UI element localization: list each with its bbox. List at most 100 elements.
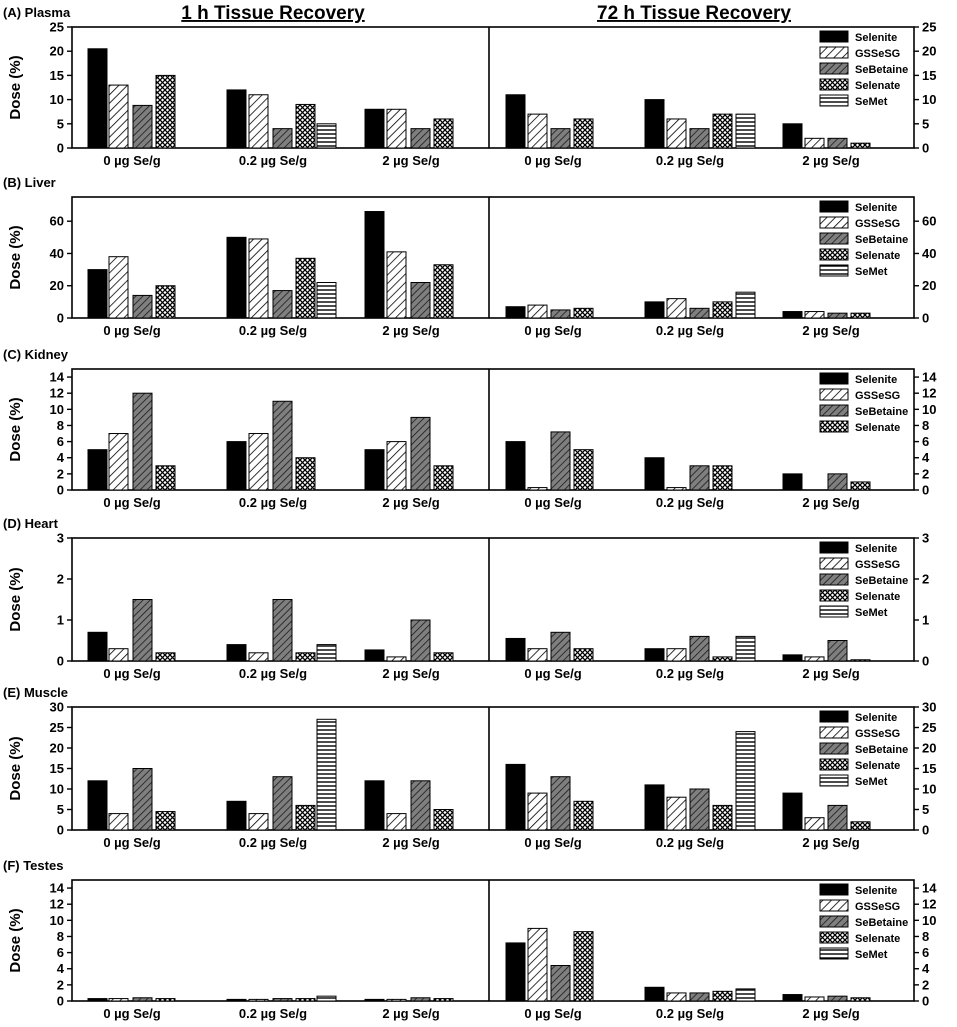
bar-72h-gsseg — [666, 487, 687, 491]
y-tick-label-right: 15 — [922, 68, 936, 83]
bar-1h-gsseg — [108, 433, 129, 491]
legend-label: SeBetaine — [855, 234, 908, 246]
y-tick-label-right: 0 — [922, 311, 929, 326]
y-tick-label-right: 5 — [922, 802, 929, 817]
category-label-72h: 0.2 µg Se/g — [656, 666, 724, 681]
legend-swatch-gsseg — [819, 216, 849, 229]
y-tick-label-right: 2 — [922, 572, 929, 587]
y-tick-label-right: 8 — [922, 929, 929, 944]
bar-72h-sebetaine — [550, 128, 571, 149]
bar-72h-gsseg — [527, 927, 548, 1002]
legend-swatch-selenite — [819, 200, 849, 213]
y-tick-label-left: 20 — [50, 278, 64, 293]
legend-swatch-selenite — [819, 372, 849, 385]
bar-1h-sebetaine — [410, 282, 431, 319]
y-tick-label-left: 3 — [57, 531, 64, 546]
category-label-1h: 2 µg Se/g — [382, 666, 439, 681]
bar-72h-selenate — [573, 800, 594, 831]
bar-72h-selenate — [850, 821, 871, 831]
legend-swatch-selenate — [819, 931, 849, 944]
y-tick-label-left: 30 — [50, 700, 64, 715]
bar-72h-selenite — [644, 99, 665, 149]
bar-1h-sebetaine — [410, 128, 431, 149]
legend-swatch-sebetaine — [819, 742, 849, 755]
panel-label: (F) Testes — [3, 858, 63, 873]
bar-1h-semet — [316, 718, 337, 831]
bar-72h-semet — [735, 635, 756, 662]
y-tick-label-left: 0 — [57, 483, 64, 498]
legend-label: Selenite — [855, 543, 897, 555]
y-tick-label-right: 60 — [922, 214, 936, 229]
bar-72h-selenite — [505, 942, 526, 1002]
category-label-72h: 2 µg Se/g — [802, 1006, 859, 1021]
legend-swatch-selenate — [819, 758, 849, 771]
panel-frame — [71, 26, 915, 149]
bar-72h-gsseg — [527, 113, 548, 149]
y-tick-label-right: 10 — [922, 782, 936, 797]
bar-72h-selenite — [644, 986, 665, 1002]
bar-1h-selenite — [226, 800, 247, 831]
bar-72h-gsseg — [527, 304, 548, 319]
legend-swatch-sebetaine — [819, 232, 849, 245]
bar-72h-selenite — [782, 792, 803, 831]
bar-1h-selenate — [295, 257, 316, 319]
bar-1h-selenite — [226, 89, 247, 149]
bar-1h-selenite — [364, 108, 385, 149]
legend-label: SeBetaine — [855, 406, 908, 418]
legend-swatch-selenate — [819, 589, 849, 602]
category-label-1h: 0.2 µg Se/g — [239, 323, 307, 338]
bar-72h-selenate — [712, 465, 733, 491]
category-label-1h: 0.2 µg Se/g — [239, 666, 307, 681]
legend-swatch-selenite — [819, 710, 849, 723]
bar-1h-selenate — [295, 998, 316, 1002]
legend-label: Selenate — [855, 422, 900, 434]
bar-1h-selenite — [364, 449, 385, 491]
category-label-1h: 2 µg Se/g — [382, 323, 439, 338]
bar-72h-gsseg — [666, 648, 687, 662]
bar-1h-gsseg — [386, 656, 407, 662]
bar-1h-selenite — [226, 644, 247, 662]
bar-72h-selenite — [782, 994, 803, 1002]
legend-label: SeMet — [855, 776, 888, 788]
category-label-1h: 0 µg Se/g — [103, 495, 160, 510]
bar-1h-selenite — [87, 48, 108, 149]
bar-1h-gsseg — [248, 238, 269, 319]
bar-72h-selenite — [782, 654, 803, 662]
bar-72h-selenate — [573, 449, 594, 491]
bar-72h-selenate — [850, 481, 871, 491]
bar-72h-sebetaine — [689, 128, 710, 149]
legend: Selenite GSSeSG SeBetaine Selenate SeMet — [819, 541, 908, 619]
y-axis-label: Dose (%) — [7, 908, 24, 972]
y-tick-label-right: 0 — [922, 483, 929, 498]
y-tick-label-left: 8 — [57, 929, 64, 944]
y-tick-label-right: 20 — [922, 44, 936, 59]
legend-swatch-gsseg — [819, 557, 849, 570]
bar-1h-selenate — [155, 285, 176, 319]
panel-4: (D) Heart Dose (%) 0 0 1 1 2 2 3 3 0 µg Se/g 0 µg S… — [3, 516, 929, 681]
category-label-1h: 2 µg Se/g — [382, 1006, 439, 1021]
category-label-1h: 0 µg Se/g — [103, 835, 160, 850]
category-label-1h: 0 µg Se/g — [103, 666, 160, 681]
bar-1h-gsseg — [108, 648, 129, 662]
bar-72h-gsseg — [666, 796, 687, 831]
y-axis-label: Dose (%) — [7, 567, 24, 631]
bar-72h-semet — [735, 291, 756, 319]
y-tick-label-left: 2 — [57, 466, 64, 481]
bar-72h-semet — [735, 731, 756, 831]
bar-72h-selenite — [782, 473, 803, 491]
category-label-1h: 2 µg Se/g — [382, 835, 439, 850]
bar-1h-selenate — [295, 804, 316, 831]
bar-1h-selenite — [364, 211, 385, 319]
bar-72h-gsseg — [804, 996, 825, 1002]
y-tick-label-left: 15 — [50, 761, 64, 776]
bar-1h-sebetaine — [132, 599, 153, 662]
panel-frame — [71, 879, 915, 1002]
y-tick-label-left: 10 — [50, 782, 64, 797]
category-label-72h: 0 µg Se/g — [524, 1006, 581, 1021]
legend-swatch-semet — [819, 774, 849, 787]
bar-72h-selenate — [573, 931, 594, 1002]
bar-72h-gsseg — [804, 817, 825, 831]
y-tick-label-right: 14 — [922, 370, 937, 385]
panel-label: (D) Heart — [3, 516, 59, 531]
